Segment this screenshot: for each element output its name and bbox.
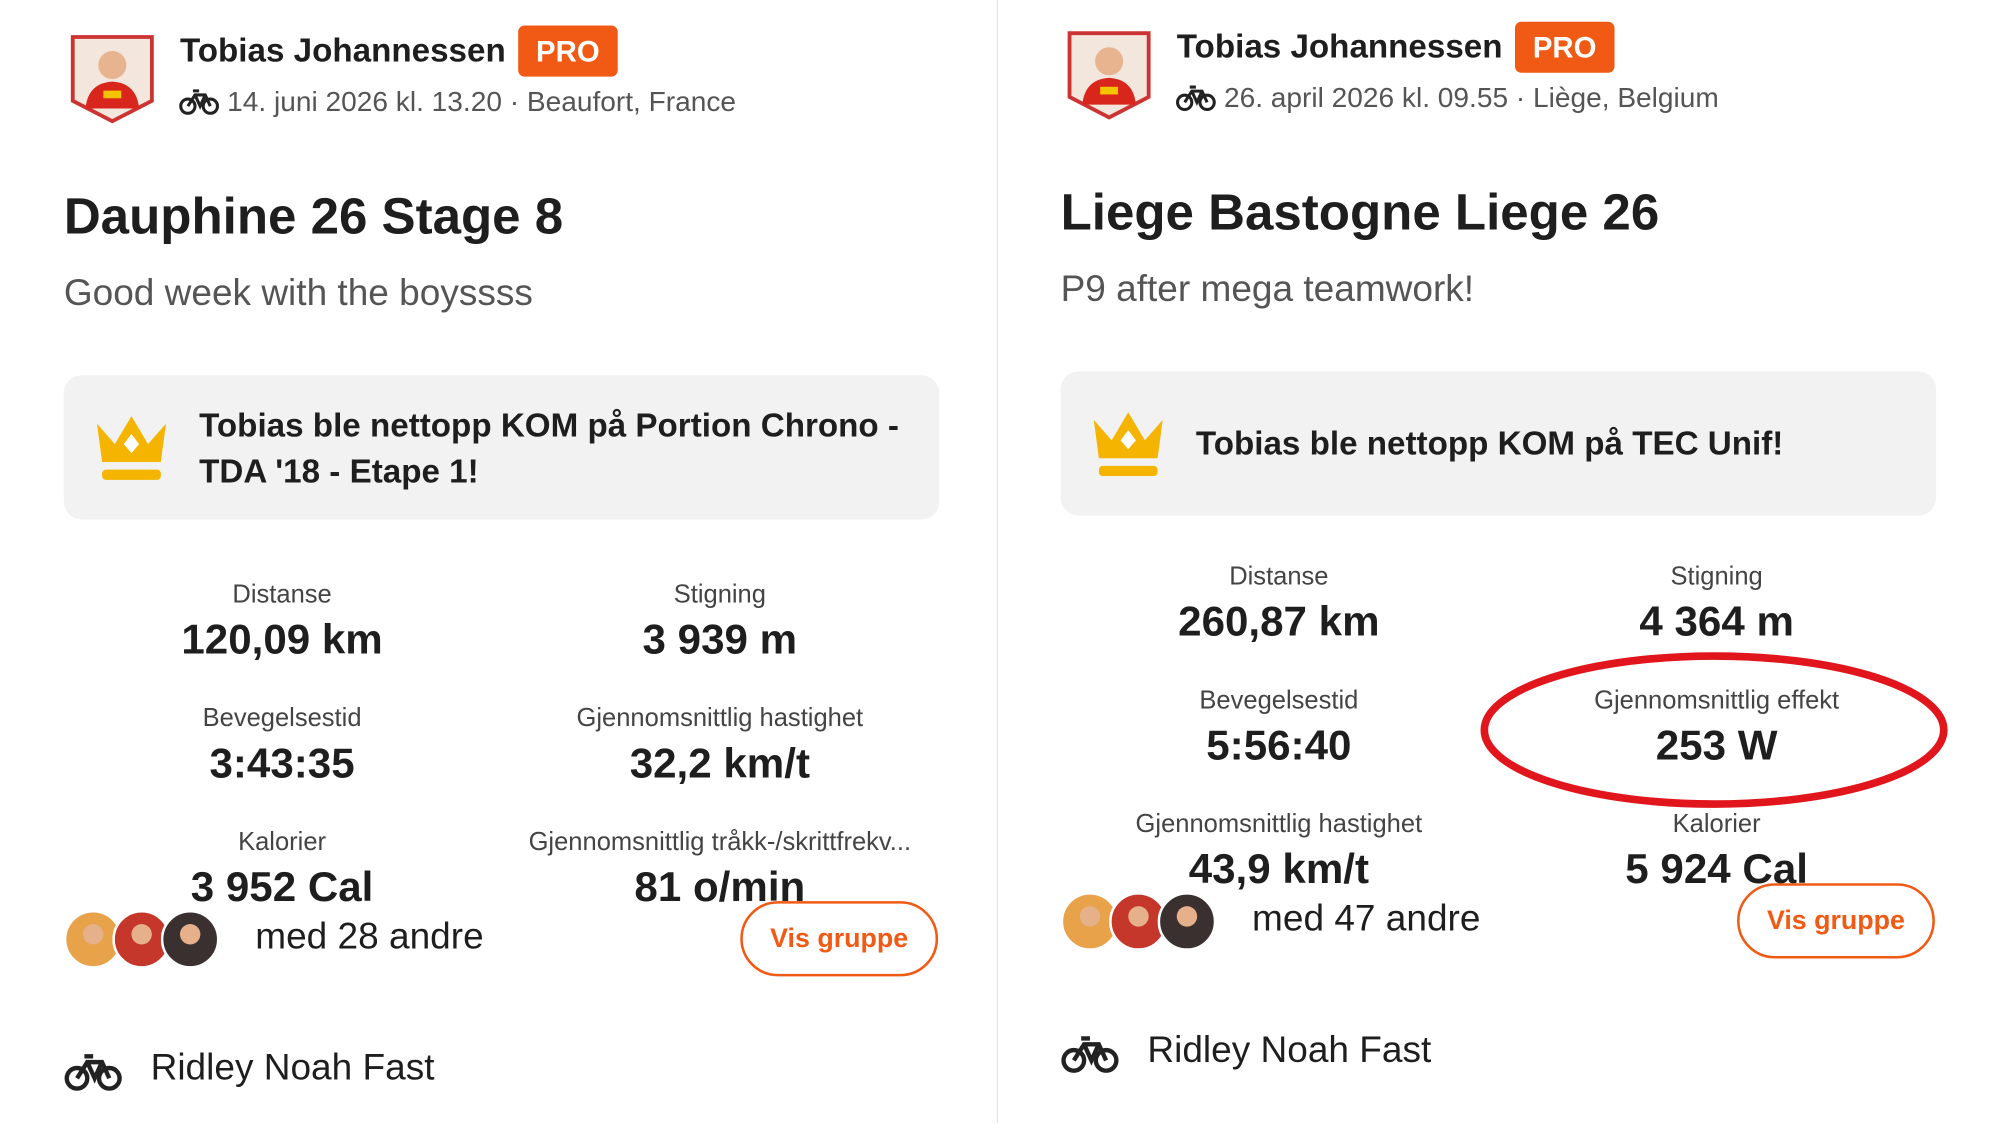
stat-label: Bevegelsestid	[1199, 686, 1359, 715]
view-group-button[interactable]: Vis gruppe	[740, 901, 939, 977]
highlight-ellipse	[1478, 651, 1950, 817]
stat-label: Kalorier	[1672, 810, 1761, 839]
crown-icon	[1089, 407, 1168, 485]
bike-icon	[1175, 83, 1216, 118]
bike-icon	[179, 87, 220, 122]
pro-badge: PRO	[518, 25, 618, 77]
athlete-name: Tobias Johannessen	[1176, 26, 1503, 66]
stat-label: Gjennomsnittlig tråkk-/skrittfrekv...	[528, 828, 912, 857]
activity-title: Dauphine 26 Stage 8	[63, 188, 564, 246]
stat-label: Kalorier	[238, 828, 327, 857]
stat-value: 43,9 km/t	[1188, 844, 1369, 893]
stat-label: Gjennomsnittlig effekt	[1594, 686, 1840, 715]
avatar	[1067, 31, 1151, 127]
bike-name: Ridley Noah Fast	[1147, 1029, 1432, 1071]
stat-value: 253 W	[1655, 721, 1778, 769]
bike-icon	[1061, 1033, 1120, 1080]
stat-value: 32,2 km/t	[629, 738, 810, 787]
kom-text: Tobias ble nettopp KOM på Portion Chrono…	[199, 405, 899, 491]
stat-label: Distanse	[1229, 562, 1329, 591]
stat-value: 120,09 km	[181, 615, 383, 663]
group-avatar	[1060, 892, 1120, 957]
stat-label: Distanse	[232, 580, 332, 609]
group-avatar	[160, 910, 220, 975]
group-avatar	[1109, 892, 1168, 957]
group-text: med 47 andre	[1252, 898, 1481, 940]
activity-meta: 26. april 2026 kl. 09.55 · Liège, Belgiu…	[1223, 81, 1719, 114]
stat-label: Stigning	[1670, 562, 1763, 591]
stat-value: 4 364 m	[1639, 597, 1794, 645]
activity-title: Liege Bastogne Liege 26	[1060, 185, 1660, 242]
stat-label: Stigning	[673, 580, 766, 609]
kom-banner: Tobias ble nettopp KOM på TEC Unif!	[1060, 371, 1937, 516]
bike-name: Ridley Noah Fast	[150, 1047, 435, 1089]
stat-label: Gjennomsnittlig hastighet	[576, 704, 864, 733]
stat-value: 3 939 m	[642, 615, 798, 663]
avatar	[70, 34, 154, 130]
group-avatar	[63, 910, 123, 975]
activity-card: Tobias Johannessen PRO 14. juni 2026 kl. 1…	[63, 0, 1061, 1136]
athlete-name: Tobias Johannessen	[179, 30, 506, 69]
stat-label: Bevegelsestid	[202, 704, 362, 733]
stat-value: 5:56:40	[1206, 721, 1352, 769]
activity-card: Tobias Johannessen PRO 26. april 2026 kl. …	[1060, 0, 2000, 1132]
activity-meta: 14. juni 2026 kl. 13.20 · Beaufort, Fran…	[227, 85, 737, 118]
divider	[996, 0, 999, 1124]
stat-value: 3 952 Cal	[190, 862, 374, 911]
kom-text: Tobias ble nettopp KOM på TEC Unif!	[1195, 423, 1784, 463]
view-group-button[interactable]: Vis gruppe	[1737, 883, 1935, 959]
stat-value: 260,87 km	[1178, 597, 1380, 645]
pro-badge: PRO	[1514, 21, 1615, 73]
crown-icon	[92, 411, 171, 489]
bike-icon	[64, 1050, 123, 1097]
group-text: med 28 andre	[255, 916, 484, 958]
activity-description: Good week with the boyssss	[63, 273, 533, 314]
stat-value: 3:43:35	[209, 738, 355, 787]
stat-label: Gjennomsnittlig hastighet	[1135, 810, 1423, 839]
group-avatar	[1157, 892, 1217, 957]
kom-banner: Tobias ble nettopp KOM på Portion Chrono…	[63, 375, 940, 520]
activity-description: P9 after mega teamwork!	[1060, 269, 1475, 311]
